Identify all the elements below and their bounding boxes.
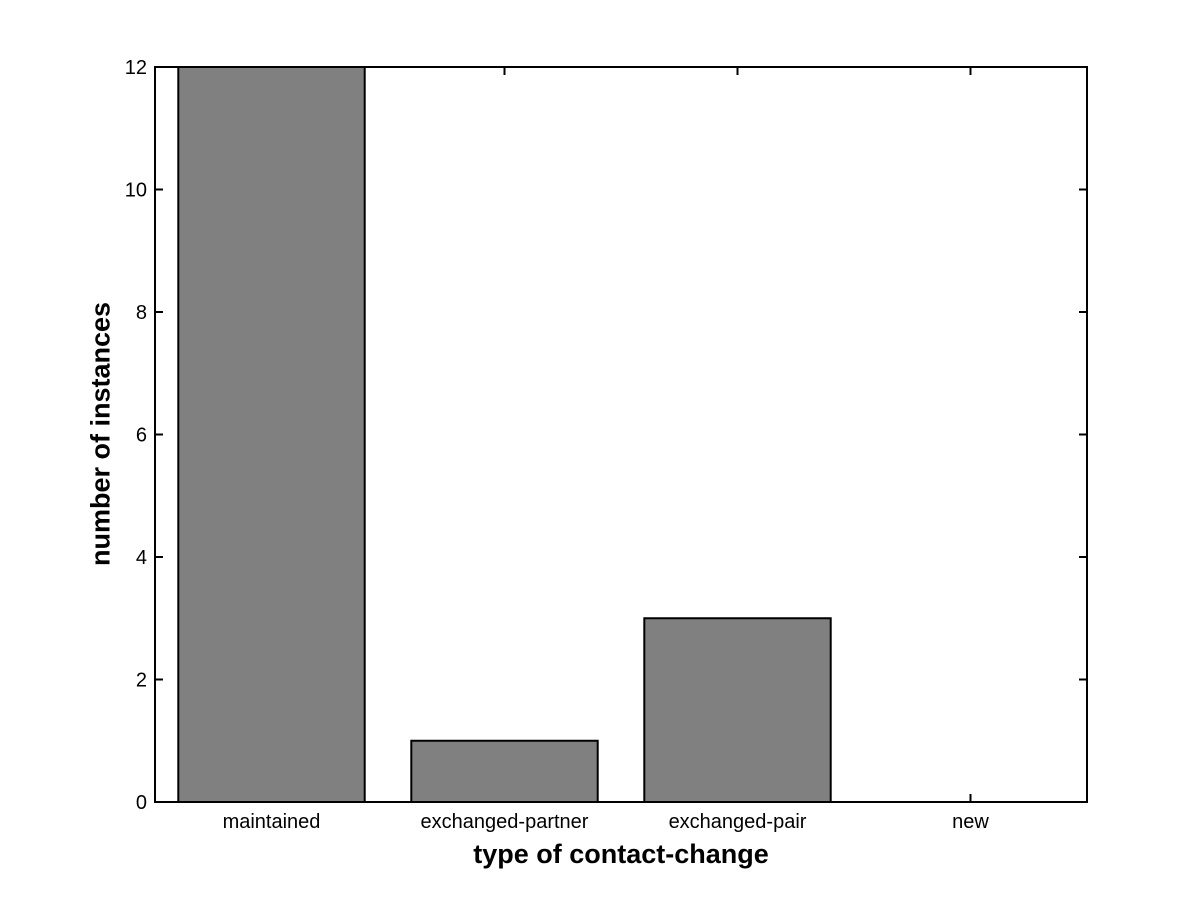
y-tick-label: 6	[136, 425, 147, 447]
x-axis-title: type of contact-change	[473, 839, 769, 869]
y-tick-labels-group: 0 2 4 6 8 10 12	[125, 57, 147, 814]
x-tick-label: new	[952, 811, 989, 833]
y-tick-label: 0	[136, 792, 147, 814]
y-tick-label: 10	[125, 180, 147, 202]
y-axis-title: number of instances	[85, 301, 116, 567]
x-tick-labels-group: maintained exchanged-partner exchanged-pai…	[223, 811, 990, 833]
plot-box	[154, 66, 1088, 803]
bars-group	[177, 66, 832, 803]
bar-maintained	[177, 66, 366, 803]
bar-exchanged-partner	[410, 739, 599, 803]
plot-box-group	[154, 66, 1088, 803]
x-tick-label: exchanged-pair	[669, 811, 807, 833]
bar-exchanged-pair	[643, 617, 832, 803]
x-tick-label: maintained	[223, 811, 321, 833]
y-tick-label: 4	[136, 547, 147, 569]
y-tick-label: 2	[136, 670, 147, 692]
y-tick-label: 8	[136, 302, 147, 324]
x-tick-label: exchanged-partner	[421, 811, 589, 833]
y-tick-label: 12	[125, 57, 147, 79]
